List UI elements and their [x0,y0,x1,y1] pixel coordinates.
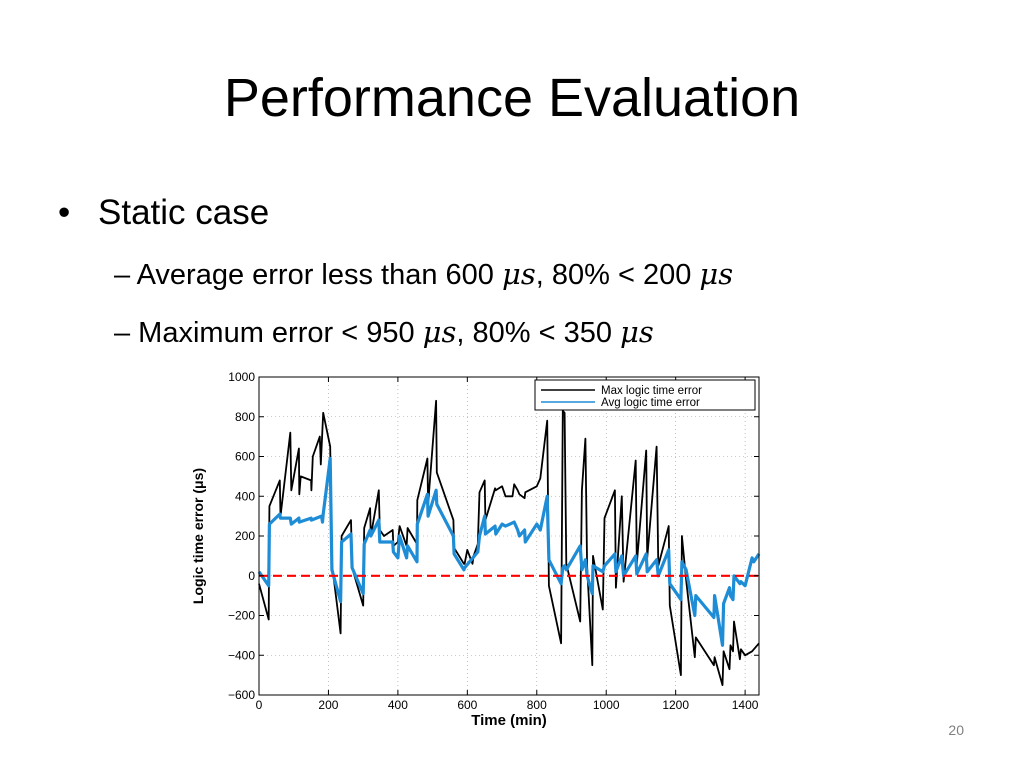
chart-ticks: 0 200 400 600 800 1000 1200 1400 −600 −400 −200 0 20… [228,370,759,712]
sub1-mid: , 80% < 200 [535,259,700,291]
sub2-unit-b: μs [620,315,654,349]
x-tick-label: 0 [256,698,263,712]
y-axis-label: Logic time error (μs) [190,468,206,604]
logic-time-error-chart: 0 200 400 600 800 1000 1200 1400 −600 −400 −200 0 20… [190,370,761,729]
legend-box [534,379,756,411]
y-tick-label: 600 [235,450,255,464]
x-tick-label: 400 [388,698,408,712]
chart-series [257,399,761,686]
legend-label: Avg logic time error [601,397,700,409]
series-avg-line [257,456,761,647]
x-tick-label: 600 [457,698,477,712]
y-tick-label: 0 [248,569,255,583]
y-tick-label: −600 [228,688,255,702]
x-axis-label: Time (min) [471,712,547,729]
sub-bullet-maximum-error: – Maximum error < 950 μs, 80% < 350 μs [114,312,654,353]
slide-title: Performance Evaluation [223,68,801,128]
y-tick-label: 1000 [228,370,255,384]
x-tick-label: 800 [527,698,547,712]
series-max-line [258,399,760,686]
bullet-static-case: • Static case [58,190,269,236]
x-tick-label: 1400 [732,698,759,712]
sub-bullet-average-error: – Average error less than 600 μs, 80% < … [114,254,733,295]
y-tick-label: 400 [235,489,255,503]
x-tick-label: 1000 [593,698,620,712]
sub2-mid: , 80% < 350 [456,317,621,349]
y-tick-label: −400 [228,648,255,662]
sub1-unit-b: μs [699,257,734,291]
sub2-prefix: – Maximum error < 950 [114,317,423,349]
y-tick-label: 800 [235,410,255,424]
page-number: 20 [948,722,964,738]
sub2-unit-a: μs [422,315,457,349]
bullet-dot-icon: • [58,193,71,232]
sub1-unit-a: μs [502,257,536,291]
x-tick-label: 200 [318,698,338,712]
legend-label: Max logic time error [601,385,702,397]
bullet-text: Static case [98,193,270,232]
y-tick-label: 200 [235,529,255,543]
chart-grid [258,376,759,696]
y-tick-label: −200 [228,609,255,623]
sub1-prefix: – Average error less than 600 [114,259,502,291]
x-tick-label: 1200 [662,698,689,712]
